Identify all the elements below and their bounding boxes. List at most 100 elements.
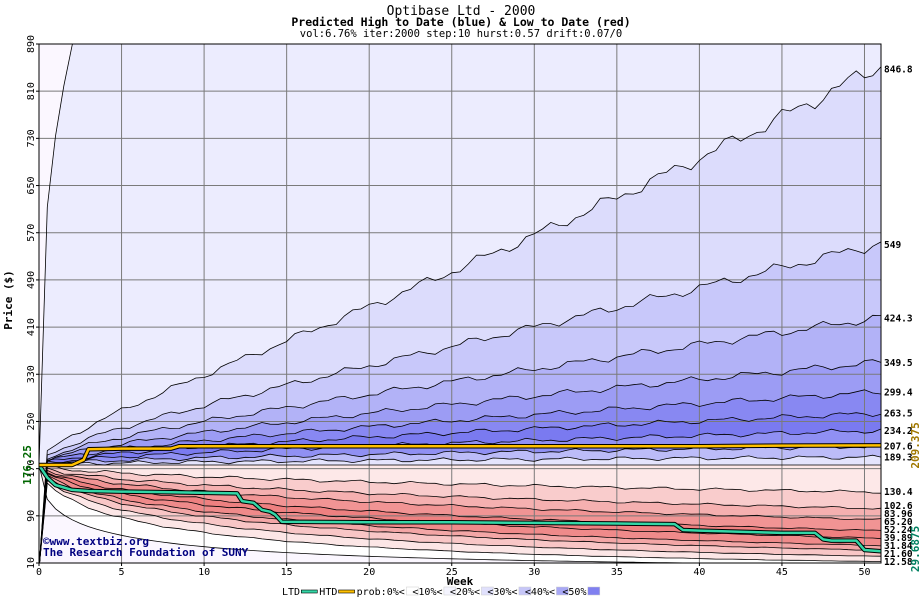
legend-label: LTD [282,587,300,598]
legend-line-swatch [338,589,355,594]
band-boundary [39,474,881,563]
band-end-label: 263.5 [884,409,913,420]
y-axis-label: Price ($) [2,270,15,330]
band-end-label: 189.3 [884,452,913,463]
x-tick-label: 30 [528,567,540,578]
band-end-label: 65.20 [884,517,913,528]
probability-band [39,44,881,563]
y-tick-label: 730 [26,129,37,147]
band-end-label: 424.3 [884,314,913,325]
band-end-label: 349.5 [884,358,913,369]
legend-color-swatch [518,586,532,596]
probability-band [39,472,881,563]
x-tick-label: 40 [693,567,705,578]
current-high-label: 209.375 [909,422,920,468]
legend-label: <10%< [412,587,442,598]
chart-subtitle: Predicted High to Date (blue) & Low to D… [291,15,630,29]
legend-label: <50% [562,587,586,598]
band-end-labels: 846.8 549 424.3 349.5 299.4 263.5 234.2 207.618… [884,65,913,569]
x-tick-label: 15 [281,567,293,578]
plot-frame [38,43,882,564]
x-tick-label: 25 [446,567,458,578]
ltd-line [39,464,881,553]
y-tick-label: 10 [26,557,37,569]
probability-band [39,412,881,563]
legend-label: HTD [319,587,337,598]
band-boundary [39,482,881,563]
probability-band [39,466,881,563]
y-tick-label: 330 [26,365,37,383]
legend-label: <40%< [525,587,555,598]
y-tick-label: 490 [26,271,37,289]
credit-organization: The Research Foundation of SUNY [43,546,249,559]
x-tick-label: 10 [198,567,210,578]
legend-color-swatch [587,586,601,596]
probability-band [39,465,881,563]
current-low-label: 29.6875 [909,526,920,572]
band-end-label: 130.4 [884,487,913,498]
credit-website: ©www.textbiz.org [43,535,149,548]
legend: LTD HTD prob:0%< <10%< <20%< <30%< <40%< <50% [282,586,601,598]
band-boundary [39,466,881,563]
y-tick-label: 90 [26,510,37,522]
legend-color-swatch [481,586,494,596]
grid [39,44,881,563]
probability-band [39,429,881,563]
start-price-label: 176.25 [21,445,34,485]
probability-band [39,359,881,563]
band-end-label: 52.24 [884,525,913,536]
probability-band [39,475,881,563]
y-tick-label: 810 [26,82,37,100]
band-boundary [39,66,881,563]
band-boundary [39,241,881,563]
probability-band [39,470,881,563]
band-boundary [39,314,881,563]
band-boundary [39,476,881,563]
band-boundary [39,443,881,563]
band-end-label: 207.6 [884,442,913,453]
x-tick-label: 0 [36,567,42,578]
x-tick-label: 45 [776,567,788,578]
y-tick-label: 250 [26,412,37,430]
legend-label: <30%< [487,587,517,598]
band-end-label: 12.58 [884,557,913,568]
legend-color-swatch [406,586,419,596]
band-boundary [39,428,881,563]
band-end-label: 234.2 [884,426,913,437]
band-end-label: 299.4 [884,387,913,398]
probability-band [39,480,881,563]
series-lines [39,443,881,554]
band-boundary [39,454,881,563]
legend-label: <20%< [450,587,480,598]
legend-label: prob:0%< [357,587,405,598]
y-tick-label: 170 [26,460,37,478]
probability-bands [39,44,881,563]
probability-band [39,389,881,563]
x-tick-label: 20 [363,567,375,578]
legend-color-swatch [556,586,569,596]
y-axis-ticks: 10 90 170 250 330 410 490 570 650 730 810 890 [26,35,39,569]
band-boundary [39,472,881,563]
chart-title: Optibase Ltd - 2000 [387,4,536,19]
probability-band [39,467,881,563]
probability-band [39,315,881,563]
y-tick-label: 570 [26,224,37,242]
band-end-label: 549 [884,240,901,251]
x-axis-ticks: 0 5 10 15 20 25 30 35 40 45 50 [36,563,871,578]
band-boundary [39,359,881,563]
x-axis-label: Week [447,575,474,588]
band-end-label: 21.60 [884,549,913,560]
y-tick-label: 890 [26,35,37,53]
x-tick-label: 50 [858,567,870,578]
band-end-label: 83.96 [884,509,913,520]
probability-band [39,241,881,563]
band-end-label: 39.89 [884,533,913,544]
band-boundary [39,389,881,563]
chart-parameters: vol:6.76% iter:2000 step:10 hurst:0.57 d… [300,28,622,40]
band-boundary-lines [39,44,881,563]
band-boundary [39,464,733,563]
y-tick-label: 650 [26,177,37,195]
legend-line-swatch [300,589,318,594]
band-end-label: 102.6 [884,501,913,512]
